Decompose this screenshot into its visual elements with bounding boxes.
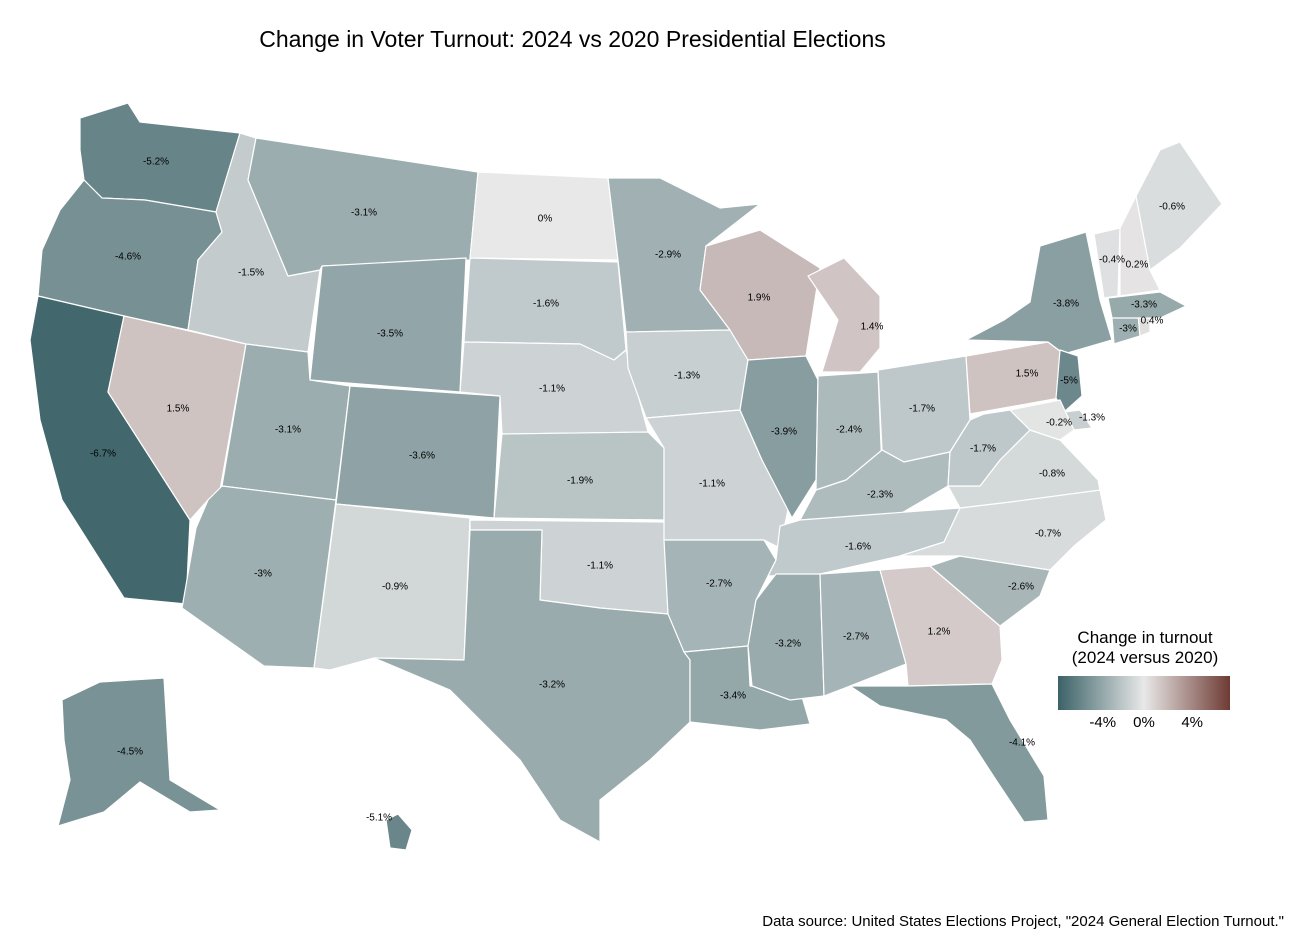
state-label-LA: -3.4% [720,691,746,702]
state-label-CO: -3.6% [409,451,435,462]
state-TX [373,529,691,843]
state-HI [385,813,413,851]
state-label-MN: -2.9% [655,250,681,261]
state-SC [929,555,1051,627]
state-label-OK: -1.1% [587,561,613,572]
state-MI [807,257,881,373]
state-NJ [1055,349,1083,413]
state-FL [849,683,1049,823]
state-label-NC: -0.7% [1035,529,1061,540]
state-label-MI: 1.4% [861,322,884,333]
state-label-OH: -1.7% [909,404,935,415]
state-label-VA: -0.8% [1039,469,1065,480]
legend-title-line1: Change in turnout [1077,628,1213,647]
state-label-ME: -0.6% [1159,202,1185,213]
state-label-PA: 1.5% [1016,369,1039,380]
legend-color-bar [1058,676,1230,710]
state-label-ND: 0% [538,214,553,225]
state-label-IA: -1.3% [674,371,700,382]
legend-tick-pos4: 4% [1181,714,1203,731]
state-label-WV: -1.7% [970,444,996,455]
state-label-NE: -1.1% [539,384,565,395]
state-NY [965,231,1113,355]
state-label-WI: 1.9% [748,293,771,304]
state-label-UT: -3.1% [275,425,301,436]
state-MD [1009,399,1075,441]
legend-tick-0: 0% [1133,714,1155,731]
map-title: Change in Voter Turnout: 2024 vs 2020 Pr… [259,26,886,52]
state-label-WA: -5.2% [143,157,169,168]
state-label-MO: -1.1% [699,479,725,490]
state-WY [309,257,467,393]
state-label-NY: -3.8% [1053,299,1079,310]
state-label-MA: -3.3% [1131,300,1157,311]
state-label-NM: -0.9% [382,582,408,593]
state-NH [1119,195,1161,297]
state-label-HI: -5.1% [366,813,392,824]
state-label-MT: -3.1% [351,208,377,219]
state-label-AR: -2.7% [706,579,732,590]
state-label-TX: -3.2% [539,680,565,691]
state-label-NH: 0.2% [1126,260,1149,271]
data-source-note: Data source: United States Elections Pro… [762,913,1284,930]
state-label-MD: -0.2% [1046,418,1072,429]
color-legend: Change in turnout (2024 versus 2020) -4%… [1040,628,1250,732]
state-label-TN: -1.6% [845,542,871,553]
state-label-DE: -1.3% [1079,413,1105,424]
state-label-SC: -2.6% [1008,582,1034,593]
state-MA [1107,291,1187,319]
legend-title-line2: (2024 versus 2020) [1071,648,1219,667]
state-label-OR: -4.6% [115,252,141,263]
state-AK [57,677,221,827]
state-label-VT: -0.4% [1099,255,1125,266]
state-label-FL: -4.1% [1009,738,1035,749]
state-LA [683,645,811,731]
state-label-CA: -6.7% [90,449,116,460]
state-label-AK: -4.5% [117,747,143,758]
state-label-NJ: -5% [1060,376,1078,387]
state-label-AL: -2.7% [843,632,869,643]
state-label-IL: -3.9% [771,427,797,438]
state-label-IN: -2.4% [836,425,862,436]
state-label-NV: 1.5% [167,404,190,415]
state-IL [739,355,819,519]
state-VT [1093,227,1121,299]
state-label-KY: -2.3% [867,490,893,501]
legend-ticks: -4% 0% 4% [1058,710,1230,732]
state-label-ID: -1.5% [238,268,264,279]
legend-title: Change in turnout (2024 versus 2020) [1040,628,1250,668]
state-label-AZ: -3% [254,569,272,580]
state-label-SD: -1.6% [533,299,559,310]
state-label-RI: 0.4% [1141,316,1164,327]
state-AL [819,569,907,697]
state-label-MS: -3.2% [775,639,801,650]
state-ME [1135,141,1223,271]
state-NC [899,489,1107,571]
state-label-CT: -3% [1119,324,1137,335]
state-label-WY: -3.5% [377,329,403,340]
legend-tick-neg4: -4% [1089,714,1117,731]
state-label-KS: -1.9% [567,476,593,487]
state-label-GA: 1.2% [928,627,951,638]
